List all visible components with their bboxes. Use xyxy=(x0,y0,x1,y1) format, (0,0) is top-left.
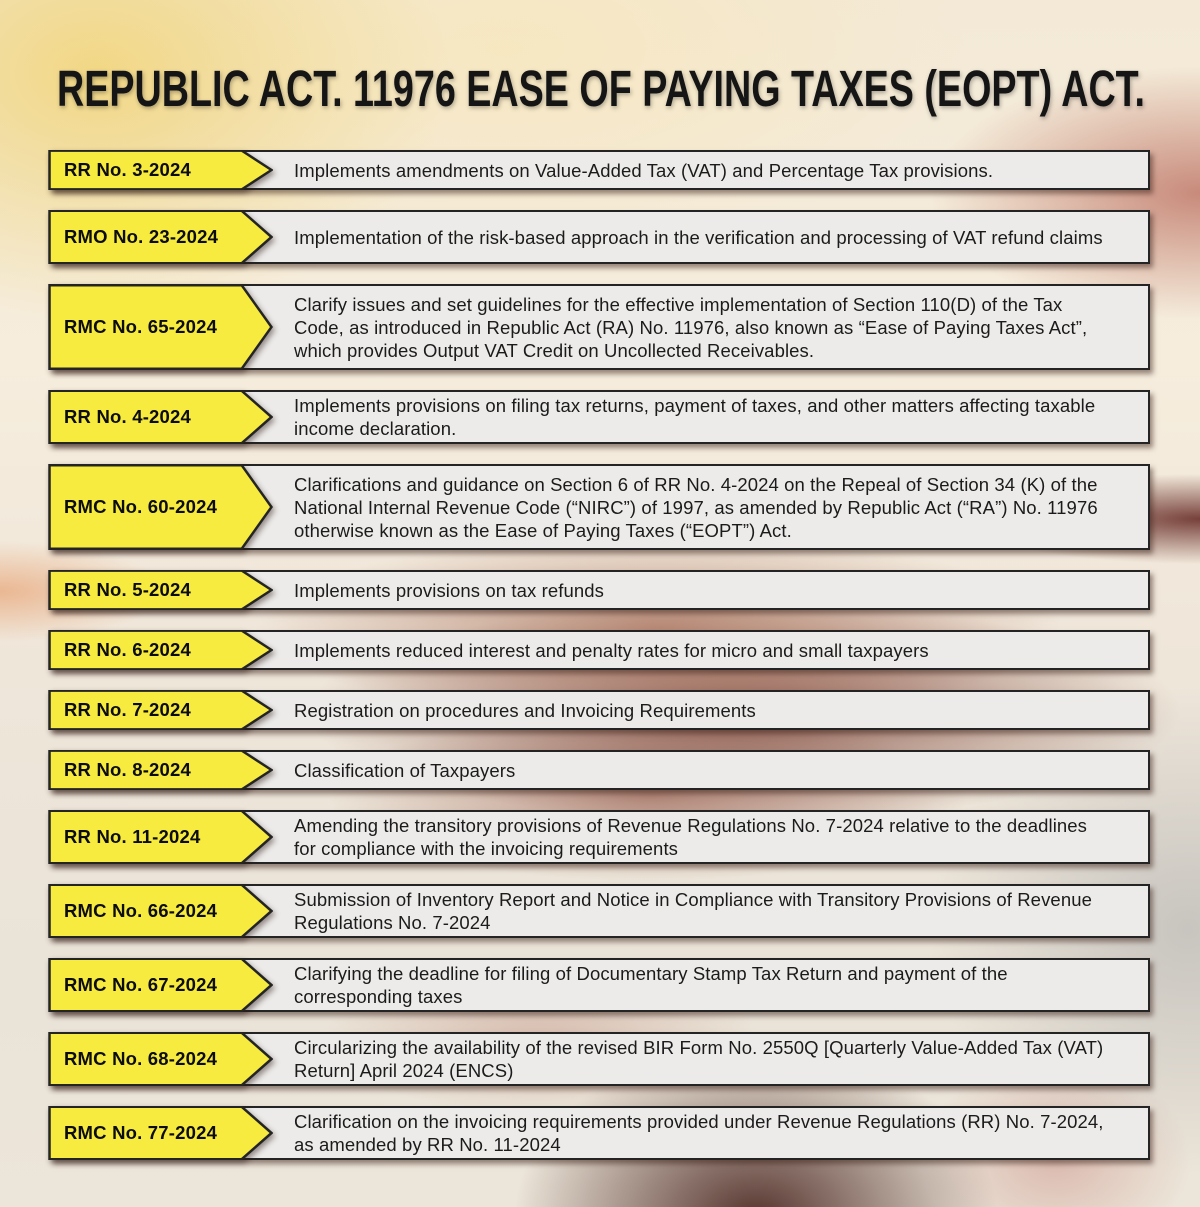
regulation-label-text: RMC No. 77-2024 xyxy=(64,1122,218,1143)
regulation-label: RMC No. 77-2024 xyxy=(48,1106,273,1160)
page-title: REPUBLIC ACT. 11976 EASE OF PAYING TAXES… xyxy=(57,60,1145,117)
regulation-label-text: RR No. 5-2024 xyxy=(64,579,192,600)
arrow-banner-icon xyxy=(48,630,273,670)
regulation-label-text: RR No. 11-2024 xyxy=(64,826,201,847)
description-text: Implements reduced interest and penalty … xyxy=(294,639,929,661)
arrow-banner-icon xyxy=(48,390,273,444)
description-text: Clarifying the deadline for filing of Do… xyxy=(294,963,1008,1007)
regulation-list: Implements amendments on Value-Added Tax… xyxy=(50,150,1150,1160)
regulation-row: Clarify issues and set guidelines for th… xyxy=(50,284,1150,370)
regulation-label: RMC No. 67-2024 xyxy=(48,958,273,1012)
arrow-banner-icon xyxy=(48,210,273,264)
regulation-row: Implements provisions on filing tax retu… xyxy=(50,390,1150,444)
regulation-label: RR No. 5-2024 xyxy=(48,570,273,610)
description-text: Circularizing the availability of the re… xyxy=(294,1037,1104,1081)
description-text: Amending the transitory provisions of Re… xyxy=(294,815,1088,859)
regulation-row: Clarification on the invoicing requireme… xyxy=(50,1106,1150,1160)
regulation-row: Classification of Taxpayers RR No. 8-202… xyxy=(50,750,1150,790)
regulation-row: Submission of Inventory Report and Notic… xyxy=(50,884,1150,938)
regulation-label: RMC No. 68-2024 xyxy=(48,1032,273,1086)
page-title-banner: REPUBLIC ACT. 11976 EASE OF PAYING TAXES… xyxy=(57,60,1145,117)
regulation-label: RR No. 4-2024 xyxy=(48,390,273,444)
regulation-label-text: RMC No. 68-2024 xyxy=(64,1048,218,1069)
regulation-row: Clarifying the deadline for filing of Do… xyxy=(50,958,1150,1012)
regulation-label-text: RMC No. 65-2024 xyxy=(64,316,218,337)
regulation-label: RMC No. 60-2024 xyxy=(48,464,273,550)
regulation-label: RR No. 3-2024 xyxy=(48,150,273,190)
regulation-label-text: RR No. 3-2024 xyxy=(64,159,192,180)
description-text: Implements provisions on tax refunds xyxy=(294,579,605,601)
regulation-label: RR No. 7-2024 xyxy=(48,690,273,730)
arrow-banner-icon xyxy=(48,150,273,190)
regulation-row: Circularizing the availability of the re… xyxy=(50,1032,1150,1086)
description-text: Classification of Taxpayers xyxy=(294,759,516,781)
regulation-label-text: RMO No. 23-2024 xyxy=(64,226,219,247)
regulation-label: RMO No. 23-2024 xyxy=(48,210,273,264)
regulation-label-text: RR No. 6-2024 xyxy=(64,639,192,660)
arrow-banner-icon xyxy=(48,958,273,1012)
regulation-label: RMC No. 65-2024 xyxy=(48,284,273,370)
arrow-banner-icon xyxy=(48,570,273,610)
regulation-label: RMC No. 66-2024 xyxy=(48,884,273,938)
regulation-row: Implements provisions on tax refunds RR … xyxy=(50,570,1150,610)
description-text: Implements provisions on filing tax retu… xyxy=(294,395,1096,439)
regulation-row: Implements amendments on Value-Added Tax… xyxy=(50,150,1150,190)
arrow-banner-icon xyxy=(48,750,273,790)
regulation-row: Clarifications and guidance on Section 6… xyxy=(50,464,1150,550)
description-text: Implementation of the risk-based approac… xyxy=(294,226,1103,248)
regulation-label-text: RR No. 4-2024 xyxy=(64,406,192,427)
regulation-row: Implements reduced interest and penalty … xyxy=(50,630,1150,670)
description-text: Clarification on the invoicing requireme… xyxy=(294,1111,1104,1155)
description-text: Clarify issues and set guidelines for th… xyxy=(294,293,1088,361)
arrow-banner-icon xyxy=(48,1106,273,1160)
description-text: Implements amendments on Value-Added Tax… xyxy=(294,159,994,181)
arrow-banner-icon xyxy=(48,884,273,938)
regulation-row: Implementation of the risk-based approac… xyxy=(50,210,1150,264)
regulation-row: Registration on procedures and Invoicing… xyxy=(50,690,1150,730)
regulation-label-text: RMC No. 67-2024 xyxy=(64,974,218,995)
arrow-banner-icon xyxy=(48,1032,273,1086)
regulation-label: RR No. 6-2024 xyxy=(48,630,273,670)
regulation-label: RR No. 11-2024 xyxy=(48,810,273,864)
arrow-banner-icon xyxy=(48,464,273,550)
description-text: Registration on procedures and Invoicing… xyxy=(294,699,756,721)
regulation-label-text: RR No. 8-2024 xyxy=(64,759,192,780)
description-box: Clarifications and guidance on Section 6… xyxy=(50,464,1150,550)
arrow-banner-icon xyxy=(48,284,273,370)
regulation-label: RR No. 8-2024 xyxy=(48,750,273,790)
description-text: Submission of Inventory Report and Notic… xyxy=(294,889,1092,933)
arrow-banner-icon xyxy=(48,690,273,730)
arrow-banner-icon xyxy=(48,810,273,864)
regulation-row: Amending the transitory provisions of Re… xyxy=(50,810,1150,864)
regulation-label-text: RMC No. 66-2024 xyxy=(64,900,218,921)
regulation-label-text: RR No. 7-2024 xyxy=(64,699,192,720)
regulation-label-text: RMC No. 60-2024 xyxy=(64,496,218,517)
description-text: Clarifications and guidance on Section 6… xyxy=(294,473,1098,541)
